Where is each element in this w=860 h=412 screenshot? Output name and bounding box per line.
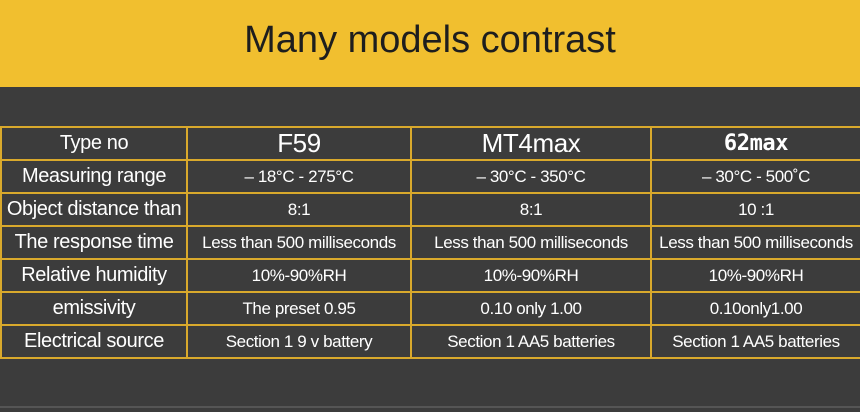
table-row: Type no F59 MT4max 62max (0, 126, 860, 161)
cell: 0.10only1.00 (650, 291, 860, 326)
cell: The preset 0.95 (186, 291, 412, 326)
cell: 10%-90%RH (410, 258, 652, 293)
cell: 10%-90%RH (186, 258, 412, 293)
cell: Section 1 9 v battery (186, 324, 412, 359)
cell: Section 1 AA5 batteries (410, 324, 652, 359)
header-band (0, 0, 860, 87)
cell: 8:1 (186, 192, 412, 227)
cell: Less than 500 milliseconds (650, 225, 860, 260)
cell: F59 (186, 126, 412, 161)
table-row: emissivity The preset 0.95 0.10 only 1.00 0… (0, 291, 860, 326)
cell: – 30°C - 350°C (410, 159, 652, 194)
table-row: Measuring range – 18°C - 275°C – 30°C - 35… (0, 159, 860, 194)
row-label: emissivity (0, 291, 188, 326)
row-label: The response time (0, 225, 188, 260)
row-label: Measuring range (0, 159, 188, 194)
cell: 10%-90%RH (650, 258, 860, 293)
table-row: The response time Less than 500 milliseco… (0, 225, 860, 260)
cell: Section 1 AA5 batteries (650, 324, 860, 359)
table-row: Object distance than 8:1 8:1 10 :1 (0, 192, 860, 227)
cell: 10 :1 (650, 192, 860, 227)
cell: MT4max (410, 126, 652, 161)
row-label: Type no (0, 126, 188, 161)
row-label: Object distance than (0, 192, 188, 227)
cell: Less than 500 milliseconds (186, 225, 412, 260)
cell: 62max (650, 126, 860, 161)
cell: 8:1 (410, 192, 652, 227)
comparison-table: Type no F59 MT4max 62max Measuring range – 18… (0, 126, 860, 359)
row-label: Electrical source (0, 324, 188, 359)
table-row: Relative humidity 10%-90%RH 10%-90%RH 10%-9… (0, 258, 860, 293)
table-row: Electrical source Section 1 9 v battery Se… (0, 324, 860, 359)
title: Many models contrast (244, 19, 616, 61)
bottom-rule (0, 406, 860, 408)
cell: 0.10 only 1.00 (410, 291, 652, 326)
cell: Less than 500 milliseconds (410, 225, 652, 260)
cell: – 30°C - 500˚C (650, 159, 860, 194)
row-label: Relative humidity (0, 258, 188, 293)
cell: – 18°C - 275°C (186, 159, 412, 194)
